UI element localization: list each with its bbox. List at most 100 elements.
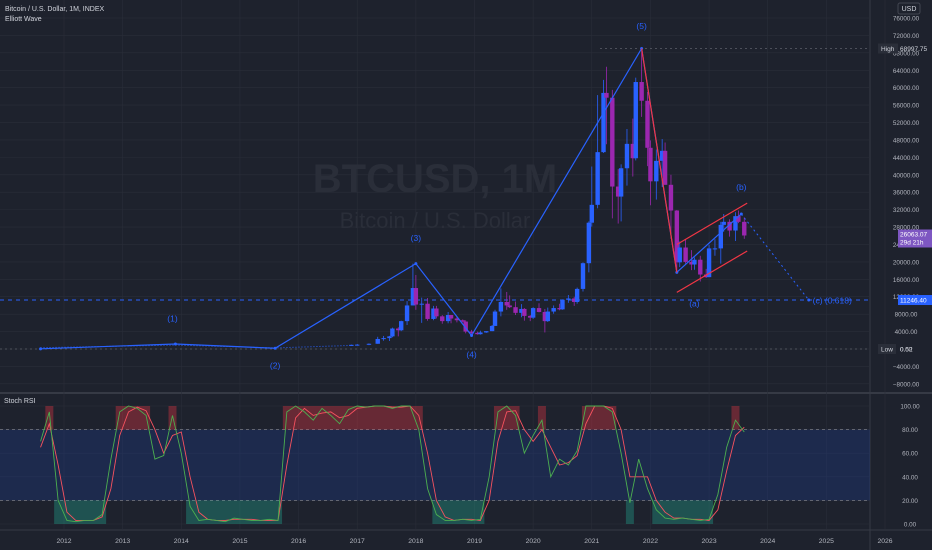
candle-body[interactable] bbox=[489, 325, 495, 332]
candle-body[interactable] bbox=[381, 338, 386, 340]
candle-body[interactable] bbox=[645, 100, 650, 148]
channel-upper-line[interactable] bbox=[676, 202, 748, 245]
wave-label-c[interactable]: (c) (0.618) bbox=[813, 295, 852, 305]
candle-body[interactable] bbox=[574, 288, 580, 302]
wave-label-4[interactable]: (4) bbox=[466, 350, 477, 360]
wave-pivot[interactable] bbox=[470, 333, 474, 337]
candle-body[interactable] bbox=[610, 97, 615, 187]
candle-body[interactable] bbox=[654, 160, 659, 182]
candle-body[interactable] bbox=[463, 321, 468, 332]
candle-body[interactable] bbox=[580, 263, 586, 289]
wave-label-b[interactable]: (b) bbox=[736, 182, 747, 192]
wave-label-1[interactable]: (1) bbox=[167, 314, 178, 324]
candle-body[interactable] bbox=[624, 143, 630, 169]
candle-body[interactable] bbox=[355, 344, 360, 346]
candle-body[interactable] bbox=[478, 332, 483, 335]
candle-body[interactable] bbox=[498, 301, 504, 312]
candle-body[interactable] bbox=[551, 308, 556, 312]
candle-body[interactable] bbox=[410, 288, 416, 306]
candle-body[interactable] bbox=[633, 82, 638, 159]
candle-body[interactable] bbox=[615, 186, 621, 197]
candle-body[interactable] bbox=[396, 328, 401, 331]
wave-pivot[interactable] bbox=[39, 347, 43, 351]
wave-pivot[interactable] bbox=[414, 262, 418, 266]
candle-body[interactable] bbox=[648, 147, 653, 182]
candle-body[interactable] bbox=[545, 311, 551, 322]
price-pane[interactable] bbox=[0, 0, 870, 392]
candle-body[interactable] bbox=[589, 204, 594, 223]
indicator-title[interactable]: Elliott Wave bbox=[5, 16, 42, 23]
candle-body[interactable] bbox=[349, 344, 354, 346]
candle-body[interactable] bbox=[448, 315, 454, 319]
wave-label-a[interactable]: (a) bbox=[689, 298, 700, 308]
candle-body[interactable] bbox=[727, 221, 732, 231]
candle-body[interactable] bbox=[557, 308, 562, 310]
candle-body[interactable] bbox=[733, 216, 738, 231]
candle-body[interactable] bbox=[668, 184, 674, 211]
candle-body[interactable] bbox=[404, 305, 410, 322]
candle-body[interactable] bbox=[683, 247, 688, 262]
wave-label-3[interactable]: (3) bbox=[411, 233, 422, 243]
elliott-wave-projection[interactable] bbox=[740, 213, 810, 301]
candle-body[interactable] bbox=[618, 168, 624, 197]
candle-body[interactable] bbox=[387, 336, 392, 339]
candle-body[interactable] bbox=[366, 343, 372, 345]
candle-body[interactable] bbox=[469, 331, 474, 333]
candle-body[interactable] bbox=[712, 248, 718, 250]
candle-body[interactable] bbox=[504, 301, 509, 306]
candle-body[interactable] bbox=[566, 298, 571, 300]
candle-body[interactable] bbox=[604, 92, 609, 98]
candle-body[interactable] bbox=[742, 221, 747, 236]
wave-pivot[interactable] bbox=[273, 346, 277, 350]
candle-body[interactable] bbox=[674, 210, 680, 263]
candle-body[interactable] bbox=[484, 331, 489, 333]
wave-pivot[interactable] bbox=[807, 298, 811, 302]
candle-body[interactable] bbox=[475, 332, 480, 335]
candle-body[interactable] bbox=[677, 247, 682, 263]
candle-body[interactable] bbox=[689, 261, 694, 265]
candles[interactable] bbox=[40, 48, 747, 349]
candle-body[interactable] bbox=[706, 248, 712, 278]
price-axis-area[interactable] bbox=[870, 0, 932, 550]
candle-body[interactable] bbox=[662, 150, 668, 185]
candle-body[interactable] bbox=[698, 259, 703, 275]
rsi-pane[interactable] bbox=[0, 394, 870, 529]
candle-body[interactable] bbox=[507, 305, 512, 308]
candle-body[interactable] bbox=[560, 299, 565, 310]
candle-body[interactable] bbox=[522, 308, 527, 316]
candle-body[interactable] bbox=[454, 318, 460, 321]
candle-body[interactable] bbox=[425, 303, 430, 319]
symbol-title[interactable]: Bitcoin / U.S. Dollar, 1M, INDEX bbox=[5, 6, 105, 13]
candle-body[interactable] bbox=[736, 216, 741, 222]
wave-label-5[interactable]: (5) bbox=[636, 21, 647, 31]
candle-body[interactable] bbox=[440, 316, 445, 322]
channel-lower-line[interactable] bbox=[676, 250, 748, 293]
candle-body[interactable] bbox=[692, 259, 697, 265]
candle-body[interactable] bbox=[519, 308, 524, 313]
candle-body[interactable] bbox=[571, 298, 577, 302]
candle-body[interactable] bbox=[601, 92, 606, 153]
candle-body[interactable] bbox=[434, 308, 439, 317]
candle-body[interactable] bbox=[390, 328, 395, 337]
descending-line[interactable] bbox=[641, 48, 678, 273]
candle-body[interactable] bbox=[639, 82, 644, 101]
candle-body[interactable] bbox=[630, 143, 636, 159]
candle-body[interactable] bbox=[419, 303, 424, 305]
candle-body[interactable] bbox=[721, 221, 726, 225]
wave-label-2[interactable]: (2) bbox=[270, 361, 281, 371]
candle-body[interactable] bbox=[528, 315, 533, 318]
candle-body[interactable] bbox=[530, 308, 536, 318]
drawings[interactable]: (1) (2) (3) (4) (5) (a) (b) (c) (0.618) bbox=[39, 21, 852, 371]
candle-body[interactable] bbox=[398, 321, 404, 331]
candle-body[interactable] bbox=[445, 315, 451, 322]
candle-body[interactable] bbox=[718, 224, 723, 249]
candle-body[interactable] bbox=[375, 338, 380, 344]
candle-body[interactable] bbox=[431, 308, 436, 319]
candle-body[interactable] bbox=[413, 288, 419, 305]
wave-pivot[interactable] bbox=[739, 212, 743, 216]
candle-body[interactable] bbox=[513, 307, 518, 313]
candle-body[interactable] bbox=[595, 152, 600, 205]
candle-body[interactable] bbox=[586, 222, 592, 264]
candle-body[interactable] bbox=[460, 320, 465, 322]
